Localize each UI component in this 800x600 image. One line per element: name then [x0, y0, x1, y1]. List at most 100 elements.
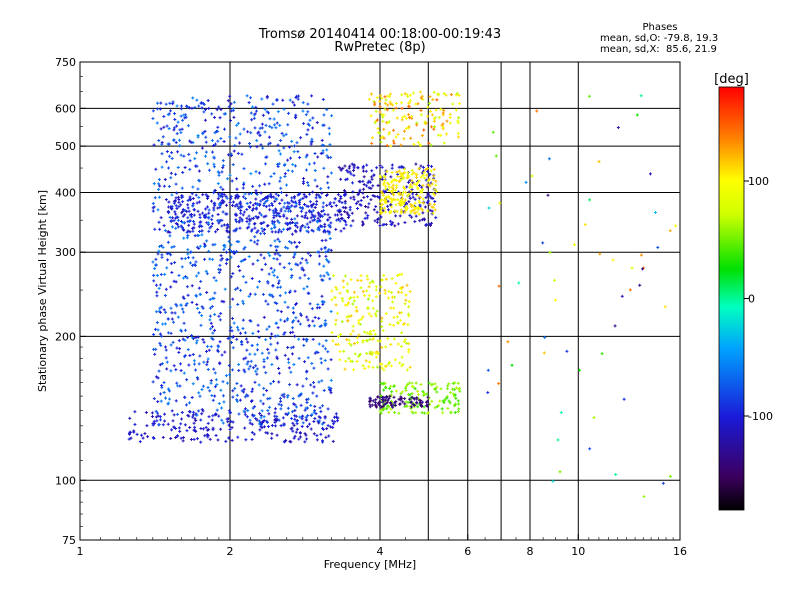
- data-point: [154, 409, 158, 413]
- data-point: [286, 246, 290, 250]
- data-point: [256, 348, 260, 352]
- data-point: [405, 185, 409, 189]
- data-point: [325, 154, 329, 158]
- data-point: [380, 319, 384, 323]
- data-point: [190, 192, 194, 196]
- data-point: [218, 263, 222, 267]
- data-point: [267, 194, 271, 198]
- data-point: [210, 418, 214, 422]
- data-point: [152, 143, 156, 147]
- data-point: [209, 327, 213, 331]
- data-point: [174, 182, 178, 186]
- data-point: [245, 415, 249, 419]
- data-point: [128, 416, 132, 420]
- data-point: [187, 363, 191, 367]
- data-point: [282, 134, 286, 138]
- data-point: [437, 133, 441, 137]
- data-point: [186, 203, 190, 207]
- data-point: [205, 196, 209, 200]
- data-point: [289, 276, 293, 280]
- data-point: [157, 178, 161, 182]
- data-point: [239, 211, 243, 215]
- data-point: [435, 390, 439, 394]
- data-point: [194, 260, 198, 264]
- data-point: [362, 195, 366, 199]
- data-point: [221, 201, 225, 205]
- data-point: [279, 191, 283, 195]
- data-point: [164, 356, 168, 360]
- data-point: [335, 213, 339, 217]
- data-point: [210, 199, 214, 203]
- data-point: [299, 313, 303, 317]
- data-point: [169, 176, 173, 180]
- data-point: [486, 391, 490, 395]
- data-point: [206, 367, 210, 371]
- data-point: [320, 143, 324, 147]
- data-point: [266, 409, 270, 413]
- data-point: [239, 384, 243, 388]
- data-point: [448, 391, 452, 395]
- data-point: [172, 245, 176, 249]
- data-point: [311, 337, 315, 341]
- data-point: [553, 298, 557, 302]
- data-point: [347, 356, 351, 360]
- data-point: [339, 333, 343, 337]
- data-point: [174, 172, 178, 176]
- data-point: [158, 310, 162, 314]
- data-point: [611, 258, 615, 262]
- data-point: [166, 422, 170, 426]
- data-point: [298, 191, 302, 195]
- data-point: [293, 217, 297, 221]
- data-point: [231, 203, 235, 207]
- data-point: [165, 124, 169, 128]
- data-point: [315, 434, 319, 438]
- data-point: [438, 399, 442, 403]
- data-point: [407, 299, 411, 303]
- data-point: [268, 124, 272, 128]
- data-point: [334, 303, 338, 307]
- data-point: [408, 290, 412, 294]
- data-point: [444, 93, 448, 97]
- data-point: [402, 137, 406, 141]
- data-point: [275, 197, 279, 201]
- data-point: [245, 393, 249, 397]
- data-point: [288, 383, 292, 387]
- data-point: [139, 433, 143, 437]
- data-point: [167, 211, 171, 215]
- data-point: [143, 432, 147, 436]
- data-point: [356, 278, 360, 282]
- data-point: [160, 253, 164, 257]
- data-point: [411, 195, 415, 199]
- data-point: [559, 411, 563, 415]
- data-point: [251, 387, 255, 391]
- data-point: [261, 292, 265, 296]
- data-point: [184, 403, 188, 407]
- data-point: [261, 146, 265, 150]
- data-point: [321, 439, 325, 443]
- data-point: [197, 229, 201, 233]
- data-point: [430, 399, 434, 403]
- data-point: [220, 224, 224, 228]
- data-point: [212, 276, 216, 280]
- data-point: [313, 218, 317, 222]
- data-point: [334, 322, 338, 326]
- data-point: [191, 263, 195, 267]
- data-point: [265, 155, 269, 159]
- data-point: [174, 280, 178, 284]
- data-point: [183, 116, 187, 120]
- data-point: [210, 218, 214, 222]
- data-point: [270, 432, 274, 436]
- data-point: [302, 180, 306, 184]
- data-point: [247, 294, 251, 298]
- data-point: [191, 256, 195, 260]
- data-point: [394, 203, 398, 207]
- data-point: [284, 438, 288, 442]
- data-point: [234, 287, 238, 291]
- data-point: [383, 291, 387, 295]
- data-point: [217, 314, 221, 318]
- data-point: [216, 129, 220, 133]
- data-point: [167, 184, 171, 188]
- data-point: [261, 113, 265, 117]
- data-point: [211, 331, 215, 335]
- data-point: [439, 387, 443, 391]
